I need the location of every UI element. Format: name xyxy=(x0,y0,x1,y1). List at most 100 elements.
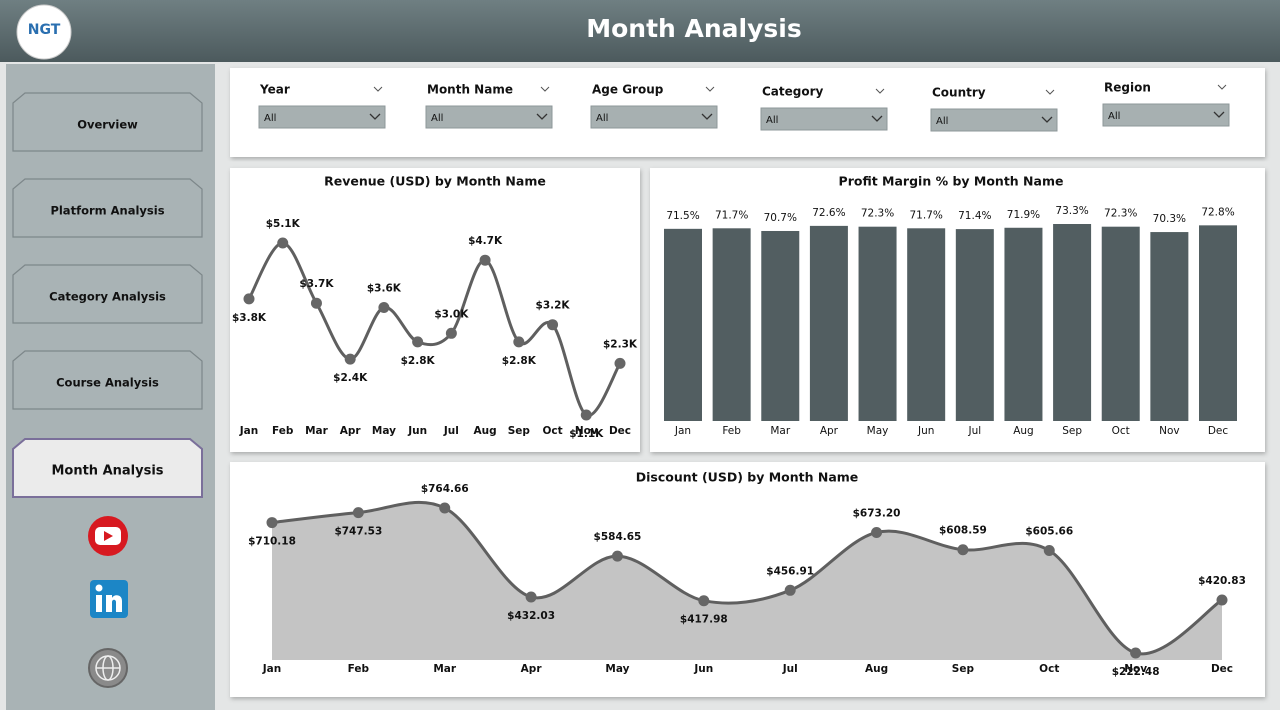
nav-button[interactable] xyxy=(12,92,203,152)
dynamic-content: Overview Platform Analysis Category Analys… xyxy=(12,81,1246,678)
dropdown-value[interactable]: All xyxy=(766,115,778,126)
bar xyxy=(712,228,751,421)
dropdown-value[interactable]: All xyxy=(596,113,608,124)
x-tick-label: Jul xyxy=(782,663,798,675)
chevron xyxy=(1045,89,1055,95)
page-title: Month Analysis xyxy=(586,14,802,43)
x-tick-label: May xyxy=(605,663,629,675)
website-icon[interactable] xyxy=(88,648,128,688)
point xyxy=(266,517,278,529)
filter-label: Month Name xyxy=(427,83,513,97)
point xyxy=(525,591,537,603)
x-tick-label: Jul xyxy=(967,425,981,437)
x-tick-label: Oct xyxy=(1039,663,1059,675)
x-tick-label: Apr xyxy=(820,425,839,437)
x-tick-label: Sep xyxy=(508,425,531,437)
data-label: $2.8K xyxy=(401,355,436,367)
point xyxy=(580,409,592,421)
chevron xyxy=(1213,111,1225,118)
chevron xyxy=(1041,116,1053,123)
x-tick-label: Oct xyxy=(542,425,562,437)
chevron xyxy=(1217,84,1227,90)
filter-label: Age Group xyxy=(592,83,664,97)
nav-button[interactable] xyxy=(12,178,203,238)
x-tick-label: Jan xyxy=(262,663,281,675)
point xyxy=(1043,545,1055,557)
point xyxy=(277,237,289,249)
point xyxy=(957,544,969,556)
nav-button[interactable] xyxy=(12,438,203,498)
chart-title: Discount (USD) by Month Name xyxy=(636,470,859,485)
point xyxy=(352,507,364,519)
point xyxy=(439,502,451,514)
data-label: $3.2K xyxy=(536,300,571,312)
area xyxy=(272,502,1222,660)
point xyxy=(611,550,623,562)
x-tick-label: Feb xyxy=(348,663,370,675)
linkedin-icon[interactable] xyxy=(90,580,128,618)
dropdown[interactable] xyxy=(930,108,1058,132)
nav-label[interactable]: Platform Analysis xyxy=(50,204,164,218)
x-tick-label: Apr xyxy=(340,425,362,437)
dropdown[interactable] xyxy=(1102,103,1230,127)
x-tick-label: Aug xyxy=(865,663,888,675)
chevron xyxy=(871,115,883,122)
x-tick-label: Jan xyxy=(239,425,258,437)
data-label: 70.7% xyxy=(764,212,797,224)
dropdown-value[interactable]: All xyxy=(936,116,948,127)
nav-button[interactable] xyxy=(12,350,203,410)
youtube-icon[interactable] xyxy=(88,516,128,556)
point xyxy=(513,336,525,348)
point xyxy=(310,297,322,309)
x-tick-label: Dec xyxy=(1211,663,1233,675)
x-tick-label: Mar xyxy=(433,663,457,675)
nav-label[interactable]: Overview xyxy=(77,118,138,132)
x-tick-label: Jun xyxy=(407,425,427,437)
data-label: $2.4K xyxy=(333,372,368,384)
dropdown[interactable] xyxy=(258,105,386,129)
data-label: $456.91 xyxy=(766,565,814,577)
data-label: $432.03 xyxy=(507,610,555,622)
dropdown-value[interactable]: All xyxy=(431,113,443,124)
dropdown[interactable] xyxy=(425,105,553,129)
x-tick-label: Feb xyxy=(722,425,741,437)
nav-button[interactable] xyxy=(12,264,203,324)
point xyxy=(784,584,796,596)
data-label: 71.7% xyxy=(910,209,943,221)
point xyxy=(445,327,457,339)
filter-label: Country xyxy=(932,86,986,100)
bar xyxy=(1004,227,1043,421)
chart-title: Revenue (USD) by Month Name xyxy=(324,174,546,189)
data-label: $1.1K xyxy=(569,428,604,440)
data-label: $3.0K xyxy=(434,308,469,320)
bar xyxy=(1053,224,1092,421)
data-label: $222.48 xyxy=(1112,666,1160,678)
nav-label[interactable]: Month Analysis xyxy=(51,464,163,479)
chevron xyxy=(701,113,713,120)
nav-label[interactable]: Category Analysis xyxy=(49,290,166,304)
nav-label[interactable]: Course Analysis xyxy=(56,376,159,390)
point xyxy=(378,302,390,313)
point xyxy=(344,353,356,365)
data-label: $608.59 xyxy=(939,525,987,537)
chevron xyxy=(875,88,885,94)
dropdown-value[interactable]: All xyxy=(1108,111,1120,122)
dropdown-value[interactable]: All xyxy=(264,113,276,124)
data-label: 73.3% xyxy=(1055,205,1088,217)
x-tick-label: Dec xyxy=(609,425,631,437)
data-label: $747.53 xyxy=(334,526,382,538)
dropdown[interactable] xyxy=(760,107,888,131)
data-label: $5.1K xyxy=(266,218,301,230)
point xyxy=(479,254,491,266)
point xyxy=(871,526,883,538)
x-tick-label: May xyxy=(372,425,396,437)
x-tick-label: Dec xyxy=(1208,425,1229,437)
x-tick-label: Nov xyxy=(1159,425,1180,437)
point xyxy=(614,357,626,369)
header-bar xyxy=(0,0,1280,62)
x-tick-label: Jul xyxy=(443,425,459,437)
chevron xyxy=(369,113,381,120)
dropdown[interactable] xyxy=(590,105,718,129)
data-label: 72.3% xyxy=(861,208,894,220)
chart-title: Profit Margin % by Month Name xyxy=(839,174,1064,189)
